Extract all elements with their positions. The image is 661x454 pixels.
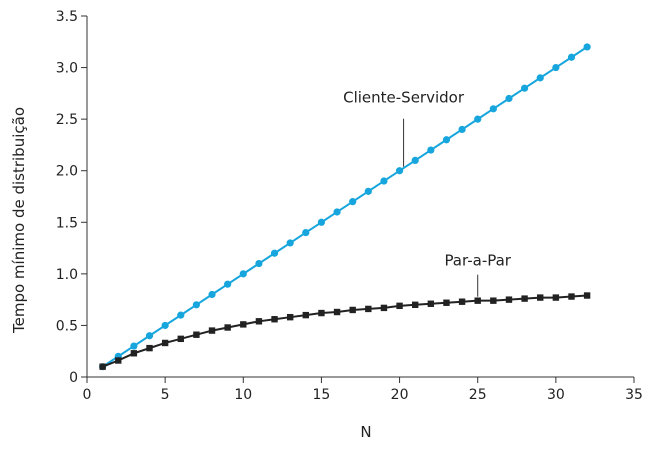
data-point xyxy=(583,43,591,51)
data-point xyxy=(115,357,122,364)
data-point xyxy=(395,167,404,175)
data-point xyxy=(552,294,560,301)
data-point xyxy=(161,321,169,330)
y-tick-label: 1.0 xyxy=(56,267,78,283)
data-point xyxy=(145,332,154,340)
annotation-layer: Cliente-Servidor Par-a-Par xyxy=(343,89,512,297)
x-axis-title: N xyxy=(360,423,371,441)
data-point xyxy=(536,74,544,82)
x-tick-label: 20 xyxy=(391,387,409,403)
data-point xyxy=(474,115,482,123)
y-tick-label: 2.0 xyxy=(56,164,78,180)
data-point xyxy=(177,311,185,319)
x-tick-label: 30 xyxy=(547,387,565,403)
data-point xyxy=(302,229,310,237)
data-point xyxy=(99,363,106,370)
x-tick-label: 15 xyxy=(313,387,331,403)
x-ticks: 0 5 10 15 20 25 30 35 xyxy=(83,377,643,403)
data-point xyxy=(474,297,481,304)
data-point xyxy=(349,306,356,314)
data-point xyxy=(537,294,544,301)
data-point xyxy=(365,305,372,313)
data-point xyxy=(255,259,263,268)
y-tick-label: 1.5 xyxy=(56,215,78,231)
data-point xyxy=(271,316,278,323)
axes xyxy=(86,16,634,378)
data-point xyxy=(208,327,216,334)
data-point xyxy=(521,295,528,302)
data-point xyxy=(349,198,357,206)
data-point xyxy=(380,177,388,185)
data-point xyxy=(521,84,529,92)
data-point xyxy=(302,311,309,319)
data-point xyxy=(177,335,184,343)
data-point xyxy=(161,339,169,347)
data-point xyxy=(442,136,451,144)
x-tick-label: 35 xyxy=(625,387,643,403)
data-point xyxy=(270,249,279,257)
data-point xyxy=(568,293,575,300)
y-tick-label: 2.5 xyxy=(56,112,78,128)
data-point xyxy=(427,146,435,154)
series-0 xyxy=(99,43,591,371)
data-point xyxy=(505,296,513,303)
data-point xyxy=(411,156,419,164)
data-point xyxy=(240,321,247,328)
x-tick-label: 25 xyxy=(469,387,487,403)
annotation-label: Par-a-Par xyxy=(444,252,511,270)
data-point xyxy=(443,299,450,306)
data-point xyxy=(333,208,341,216)
data-point xyxy=(255,318,263,325)
data-point xyxy=(208,290,216,299)
x-tick-label: 0 xyxy=(83,387,92,403)
y-tick-label: 0 xyxy=(69,370,78,386)
data-point xyxy=(552,63,560,72)
data-point xyxy=(396,302,403,310)
data-point xyxy=(567,53,576,61)
data-point xyxy=(505,94,513,103)
series-1 xyxy=(99,292,591,370)
y-tick-label: 3.5 xyxy=(56,9,78,25)
data-point xyxy=(317,218,326,226)
data-point xyxy=(489,105,497,113)
data-point xyxy=(318,309,325,317)
data-point xyxy=(286,313,294,321)
data-point xyxy=(193,331,200,338)
data-point xyxy=(224,280,232,288)
series-line xyxy=(102,294,588,368)
data-point xyxy=(458,125,466,134)
annotation-label: Cliente-Servidor xyxy=(343,89,465,107)
y-tick-label: 3.0 xyxy=(56,61,78,77)
data-point xyxy=(224,324,231,331)
x-tick-label: 10 xyxy=(234,387,252,403)
y-axis-title: Tempo mínimo de distribuição xyxy=(10,107,28,334)
data-point xyxy=(130,350,138,357)
data-point xyxy=(458,298,466,305)
y-tick-label: 0.5 xyxy=(56,318,78,334)
series-layer xyxy=(99,43,591,371)
data-point xyxy=(192,301,200,309)
data-point xyxy=(412,301,419,308)
data-point xyxy=(364,187,372,195)
data-point xyxy=(490,297,497,304)
data-point xyxy=(239,270,247,278)
data-point xyxy=(286,239,294,247)
data-point xyxy=(583,292,591,299)
y-ticks: 0 0.5 1.0 1.5 2.0 2.5 3.0 3.5 xyxy=(56,9,87,386)
data-point xyxy=(130,342,138,350)
data-point xyxy=(427,300,435,307)
data-point xyxy=(146,344,153,352)
data-point xyxy=(380,304,388,312)
data-point xyxy=(333,308,341,316)
x-tick-label: 5 xyxy=(161,387,170,403)
